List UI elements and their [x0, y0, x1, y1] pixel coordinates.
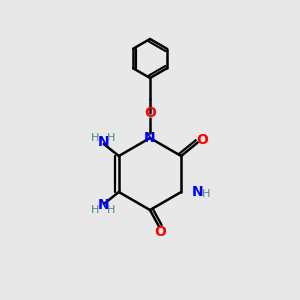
Text: N: N	[98, 199, 109, 212]
Text: N: N	[192, 185, 203, 199]
Text: H: H	[107, 133, 116, 143]
Text: N: N	[144, 131, 156, 145]
Text: H: H	[91, 133, 99, 143]
Text: H: H	[202, 189, 210, 200]
Text: O: O	[145, 106, 157, 120]
Text: O: O	[196, 133, 208, 146]
Text: N: N	[98, 136, 109, 149]
Text: H: H	[107, 205, 116, 215]
Text: O: O	[154, 226, 166, 239]
Text: H: H	[91, 205, 99, 215]
